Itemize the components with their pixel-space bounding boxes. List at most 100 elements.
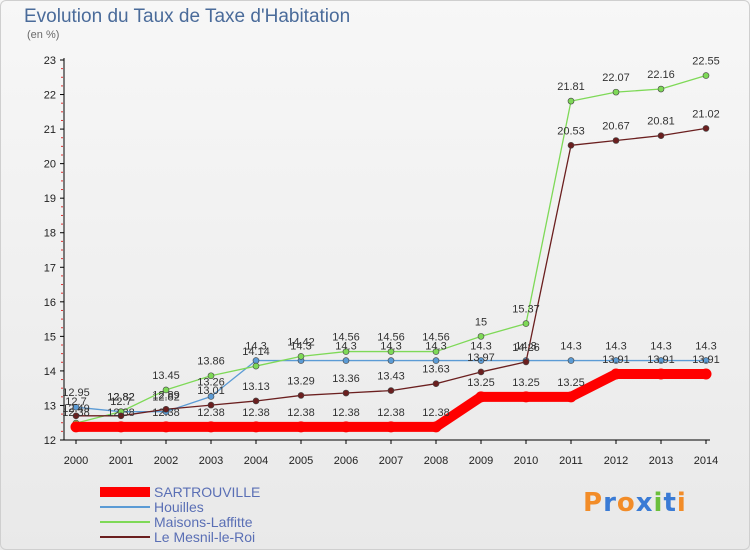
data-label: 14.3	[650, 341, 671, 353]
x-tick-label: 2011	[559, 455, 583, 467]
data-point	[115, 421, 127, 433]
data-label: 12.95	[62, 387, 90, 399]
data-label: 13.25	[557, 377, 585, 389]
x-tick-label: 2001	[109, 455, 133, 467]
data-label: 14.56	[422, 332, 450, 344]
legend-label: Houilles	[154, 499, 204, 515]
data-point	[252, 397, 260, 405]
data-point	[702, 72, 710, 79]
data-point	[342, 357, 350, 364]
x-tick-label: 2010	[514, 455, 538, 467]
data-point	[252, 357, 260, 364]
data-point	[117, 412, 125, 420]
data-label: 12.7	[110, 396, 131, 408]
data-label: 14.56	[377, 332, 405, 344]
data-label: 15.37	[512, 304, 540, 316]
data-point	[387, 357, 395, 364]
data-label: 13.26	[197, 376, 225, 388]
data-label: 12.38	[107, 407, 135, 419]
data-point	[162, 405, 170, 413]
data-point	[342, 348, 350, 355]
data-label: 13.91	[647, 354, 675, 366]
data-point	[612, 137, 620, 144]
data-point	[432, 380, 440, 387]
data-label: 12.38	[152, 407, 180, 419]
data-point	[72, 403, 80, 411]
data-point	[520, 391, 532, 403]
y-tick-label: 18	[44, 228, 56, 240]
data-label: 13.91	[602, 354, 630, 366]
data-label: 12.89	[152, 389, 180, 401]
x-tick-label: 2009	[469, 455, 493, 467]
data-point	[387, 348, 395, 355]
x-tick-label: 2006	[334, 455, 358, 467]
data-label: 13.86	[197, 356, 225, 368]
data-label: 14.3	[515, 341, 536, 353]
x-tick-label: 2008	[424, 455, 448, 467]
data-point	[565, 391, 577, 403]
data-point	[657, 132, 665, 139]
data-point	[387, 387, 395, 394]
data-label: 12.38	[332, 407, 360, 419]
data-label: 14.14	[242, 346, 270, 358]
legend-label: SARTROUVILLE	[154, 484, 261, 500]
data-label: 13.36	[332, 373, 360, 385]
data-label: 14.56	[332, 332, 360, 344]
data-point	[162, 386, 170, 394]
data-point	[477, 357, 485, 364]
data-point	[475, 391, 487, 403]
data-label: 14.3	[695, 341, 716, 353]
proxiti-logo: Proxiti	[583, 488, 687, 518]
data-point	[522, 320, 530, 327]
legend-swatch	[100, 536, 150, 538]
data-label: 12.38	[287, 407, 315, 419]
data-point	[702, 357, 710, 364]
unit-label: (en %)	[27, 29, 60, 41]
data-point	[342, 389, 350, 397]
legend-swatch	[100, 521, 150, 523]
data-point	[297, 392, 305, 399]
legend-swatch	[100, 506, 150, 508]
data-point	[250, 421, 262, 433]
data-label: 13.25	[467, 377, 495, 389]
data-point	[430, 421, 442, 433]
data-label: 13.25	[512, 377, 540, 389]
data-point	[432, 357, 440, 364]
data-label: 14.3	[380, 341, 401, 353]
data-label: 12.38	[62, 407, 90, 419]
data-label: 14.42	[287, 336, 315, 348]
data-point	[295, 421, 307, 433]
x-tick-label: 2007	[379, 455, 403, 467]
data-label: 12.82	[107, 392, 135, 404]
data-label: 12.38	[242, 407, 270, 419]
data-label: 14.3	[560, 341, 581, 353]
x-tick-label: 2014	[694, 455, 718, 467]
data-label: 12.38	[197, 407, 225, 419]
data-point	[610, 368, 622, 380]
data-label: 15	[475, 316, 487, 328]
data-label: 14.3	[605, 341, 626, 353]
data-point	[567, 97, 575, 105]
data-point	[700, 368, 712, 380]
data-label: 12.82	[107, 392, 135, 404]
legend-swatch	[100, 487, 150, 497]
chart-title: Evolution du Taux de Taxe d'Habitation	[24, 6, 351, 27]
data-point	[72, 412, 80, 420]
x-tick-label: 2004	[244, 455, 268, 467]
data-label: 20.53	[557, 125, 585, 137]
data-label: 13.63	[422, 364, 450, 376]
data-label: 12.38	[377, 407, 405, 419]
data-label: 14.3	[470, 341, 491, 353]
data-label: 22.07	[602, 72, 630, 84]
y-tick-label: 12	[44, 435, 56, 447]
x-tick-label: 2000	[64, 455, 88, 467]
data-point	[432, 348, 440, 355]
data-point	[160, 421, 172, 433]
y-tick-label: 21	[44, 124, 56, 136]
y-tick-label: 22	[44, 90, 56, 102]
data-point	[252, 362, 260, 370]
data-label: 20.67	[602, 120, 630, 132]
y-tick-label: 23	[44, 55, 56, 67]
data-point	[340, 421, 352, 433]
series-line-1	[75, 359, 707, 413]
